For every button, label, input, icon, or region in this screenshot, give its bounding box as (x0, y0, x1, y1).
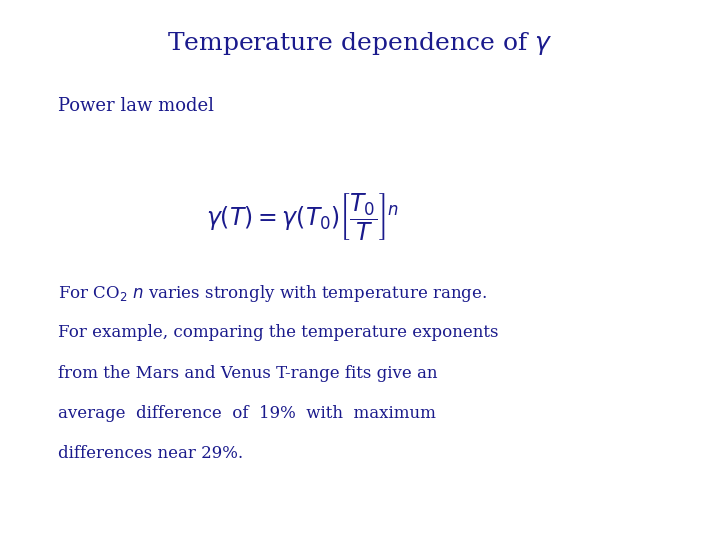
Text: Power law model: Power law model (58, 97, 214, 115)
Text: For example, comparing the temperature exponents: For example, comparing the temperature e… (58, 324, 498, 341)
Text: Temperature dependence of $\gamma$: Temperature dependence of $\gamma$ (168, 30, 552, 57)
Text: from the Mars and Venus T-range fits give an: from the Mars and Venus T-range fits giv… (58, 364, 437, 381)
Text: average  difference  of  19%  with  maximum: average difference of 19% with maximum (58, 405, 436, 422)
Text: differences near 29%.: differences near 29%. (58, 446, 243, 462)
Text: $\gamma(T) = \gamma(T_0)\left[\dfrac{T_0}{T}\right]^n$: $\gamma(T) = \gamma(T_0)\left[\dfrac{T_0… (206, 192, 399, 244)
Text: For CO$_2$ $n$ varies strongly with temperature range.: For CO$_2$ $n$ varies strongly with temp… (58, 284, 487, 305)
